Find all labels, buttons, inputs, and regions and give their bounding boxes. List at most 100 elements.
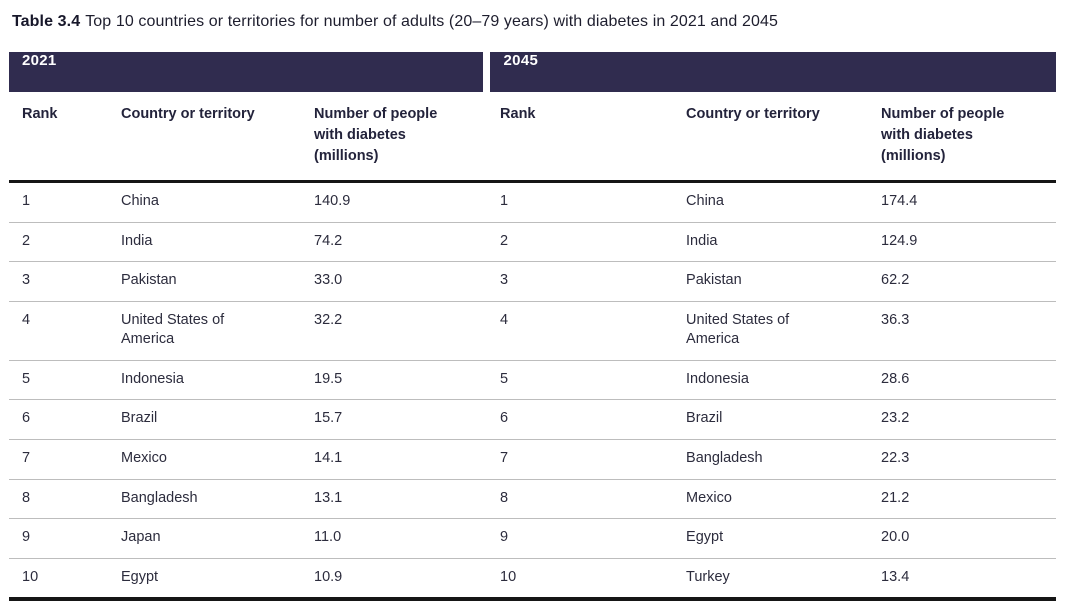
value-cell-2045: 62.2 bbox=[875, 261, 1057, 302]
table-row: 5 Indonesia 19.5 5 Indonesia 28.6 bbox=[9, 359, 1057, 400]
table-caption: Table 3.4 Top 10 countries or territories… bbox=[12, 13, 1080, 31]
rank-cell-2045: 5 bbox=[486, 359, 681, 400]
country-name: Indonesia bbox=[121, 370, 184, 387]
country-cell-2021: United States of America bbox=[113, 300, 306, 361]
year-band-row: 2021 2045 bbox=[9, 52, 1057, 92]
table-row: 7 Mexico 14.1 7 Bangladesh 22.3 bbox=[9, 438, 1057, 480]
table-caption-number: Table 3.4 bbox=[12, 13, 81, 30]
rank-cell-2021: 2 bbox=[9, 221, 113, 262]
country-name: Pakistan bbox=[686, 272, 742, 289]
country-cell-2021: Pakistan bbox=[113, 261, 306, 302]
country-cell-2045: Mexico bbox=[680, 478, 876, 519]
value-cell-2045: 20.0 bbox=[875, 518, 1057, 559]
country-name: Pakistan bbox=[121, 272, 177, 289]
rank-cell-2045: 9 bbox=[486, 518, 681, 559]
value-cell-2021: 32.2 bbox=[306, 300, 487, 361]
rank-cell-2021: 5 bbox=[9, 359, 113, 400]
rank-cell-2021: 6 bbox=[9, 399, 113, 440]
col-header-value-2045: Number of people with diabetes (millions… bbox=[875, 92, 1057, 184]
rank-cell-2045: 8 bbox=[486, 478, 681, 519]
rank-cell-2021: 1 bbox=[9, 181, 113, 223]
value-cell-2021: 140.9 bbox=[306, 181, 487, 223]
country-cell-2021: Mexico bbox=[113, 438, 306, 480]
country-cell-2045: Egypt bbox=[680, 518, 876, 559]
country-name: India bbox=[121, 232, 153, 249]
value-cell-2045: 21.2 bbox=[875, 478, 1057, 519]
country-name: China bbox=[121, 193, 159, 210]
country-cell-2021: Brazil bbox=[113, 399, 306, 440]
country-name: Mexico bbox=[121, 449, 167, 466]
country-name: United States of America bbox=[121, 311, 225, 348]
value-cell-2021: 19.5 bbox=[306, 359, 487, 400]
country-name: Bangladesh bbox=[121, 489, 198, 506]
col-header-country-2045: Country or territory bbox=[680, 92, 876, 184]
rank-cell-2021: 4 bbox=[9, 300, 113, 361]
rank-cell-2021: 8 bbox=[9, 478, 113, 519]
country-name: United States of America bbox=[686, 311, 790, 348]
country-cell-2021: China bbox=[113, 181, 306, 223]
value-cell-2021: 14.1 bbox=[306, 438, 487, 480]
diabetes-top10-table: 2021 2045 Rank Country or territory Numb… bbox=[9, 52, 1057, 602]
country-name: Mexico bbox=[686, 489, 732, 506]
rank-cell-2045: 6 bbox=[486, 399, 681, 440]
country-cell-2045: Indonesia bbox=[680, 359, 876, 400]
country-cell-2021: Japan bbox=[113, 518, 306, 559]
value-cell-2045: 36.3 bbox=[875, 300, 1057, 361]
country-name: China bbox=[686, 193, 724, 210]
country-cell-2045: Bangladesh bbox=[680, 438, 876, 480]
country-name: India bbox=[686, 232, 718, 249]
value-cell-2021: 74.2 bbox=[306, 221, 487, 262]
country-cell-2021: India bbox=[113, 221, 306, 262]
col-header-value-2021: Number of people with diabetes (millions… bbox=[306, 92, 487, 184]
col-header-value-line: (millions) bbox=[314, 148, 379, 165]
col-header-value-line: Number of people bbox=[314, 106, 438, 122]
value-cell-2045: 124.9 bbox=[875, 221, 1057, 262]
value-cell-2045: 13.4 bbox=[875, 557, 1057, 602]
table-row: 1 China 140.9 1 China 174.4 bbox=[9, 181, 1057, 223]
value-cell-2021: 11.0 bbox=[306, 518, 487, 559]
country-name: Indonesia bbox=[686, 370, 749, 387]
rank-cell-2045: 10 bbox=[486, 557, 681, 602]
country-name: Brazil bbox=[121, 410, 158, 427]
value-cell-2045: 23.2 bbox=[875, 399, 1057, 440]
table-row: 6 Brazil 15.7 6 Brazil 23.2 bbox=[9, 399, 1057, 440]
col-header-value-line: with diabetes bbox=[881, 127, 973, 144]
table-row: 3 Pakistan 33.0 3 Pakistan 62.2 bbox=[9, 261, 1057, 302]
country-name: Brazil bbox=[686, 410, 723, 427]
rank-cell-2021: 10 bbox=[9, 557, 113, 602]
col-header-value-line: Number of people bbox=[881, 106, 1005, 122]
country-cell-2045: Turkey bbox=[680, 557, 876, 602]
country-cell-2021: Bangladesh bbox=[113, 478, 306, 519]
col-header-value-line: (millions) bbox=[881, 148, 946, 165]
col-header-country-2021: Country or territory bbox=[113, 92, 306, 184]
country-name: Egypt bbox=[121, 568, 159, 585]
country-cell-2045: China bbox=[680, 181, 876, 223]
section-header-2045: 2045 bbox=[482, 52, 1057, 92]
table-row: 4 United States of America 32.2 4 United… bbox=[9, 300, 1057, 361]
country-cell-2021: Indonesia bbox=[113, 359, 306, 400]
country-name: Bangladesh bbox=[686, 449, 763, 466]
value-cell-2021: 13.1 bbox=[306, 478, 487, 519]
rank-cell-2045: 1 bbox=[486, 181, 681, 223]
country-cell-2045: United States of America bbox=[680, 300, 876, 361]
table-row: 10 Egypt 10.9 10 Turkey 13.4 bbox=[9, 557, 1057, 602]
rank-cell-2021: 3 bbox=[9, 261, 113, 302]
table-row: 2 India 74.2 2 India 124.9 bbox=[9, 221, 1057, 262]
rank-cell-2021: 7 bbox=[9, 438, 113, 480]
rank-cell-2045: 2 bbox=[486, 221, 681, 262]
table-row: 9 Japan 11.0 9 Egypt 20.0 bbox=[9, 518, 1057, 559]
country-name: Egypt bbox=[686, 529, 724, 546]
column-header-row: Rank Country or territory Number of peop… bbox=[9, 92, 1057, 184]
country-name: Turkey bbox=[686, 568, 730, 585]
col-header-rank-2021: Rank bbox=[9, 92, 113, 184]
country-cell-2021: Egypt bbox=[113, 557, 306, 602]
value-cell-2021: 33.0 bbox=[306, 261, 487, 302]
country-cell-2045: Brazil bbox=[680, 399, 876, 440]
col-header-rank-2045: Rank bbox=[486, 92, 681, 184]
rank-cell-2045: 7 bbox=[486, 438, 681, 480]
country-name: Japan bbox=[121, 529, 161, 546]
value-cell-2045: 22.3 bbox=[875, 438, 1057, 480]
value-cell-2045: 174.4 bbox=[875, 181, 1057, 223]
section-header-2021: 2021 bbox=[9, 52, 487, 92]
